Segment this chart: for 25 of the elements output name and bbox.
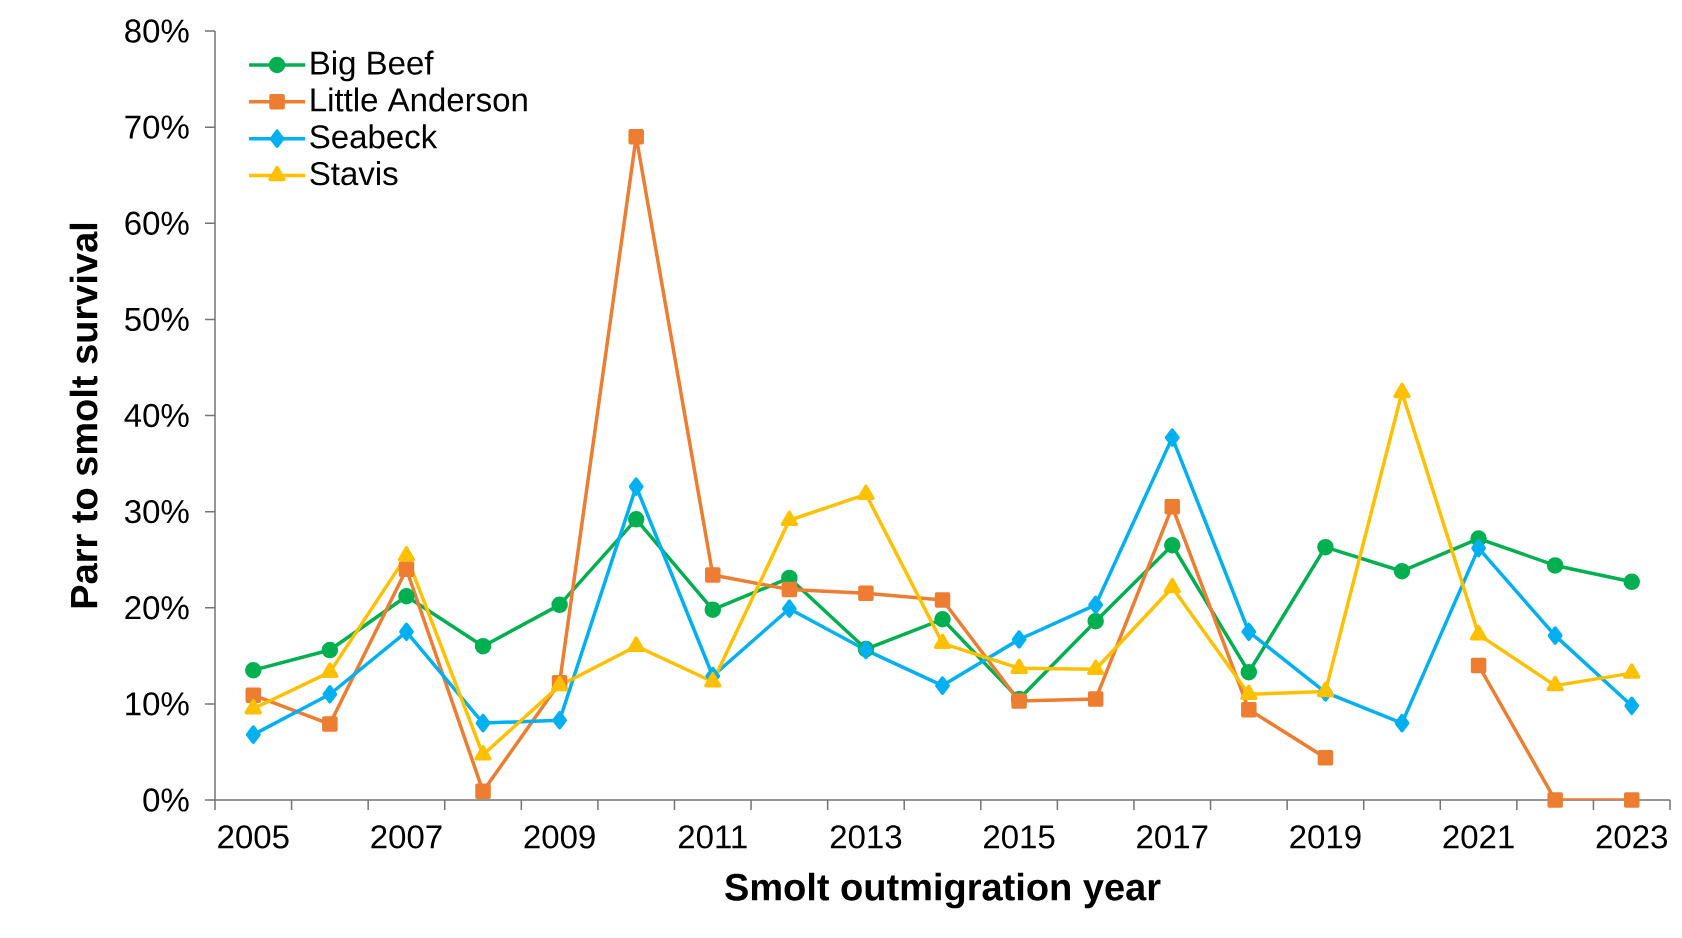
x-tick-label: 2011 [678,825,747,849]
x-tick-label: 2013 [830,825,902,849]
y-axis-title: Parr to smolt survival [69,223,98,608]
x-axis-title: Smolt outmigration year [725,872,1161,909]
y-tick-label: 40% [124,403,189,428]
y-tick-label: 30% [125,499,189,524]
y-tick-label: 70% [125,115,189,139]
x-tick-label: 2009 [524,825,595,849]
y-tick-label: 60% [125,211,189,235]
x-tick-label: 2019 [1290,825,1361,849]
x-tick-label: 2007 [371,825,442,849]
y-tick-label: 20% [125,596,189,620]
x-tick-label: 2017 [1137,825,1208,849]
x-tick-label: 2023 [1596,825,1667,849]
y-tick-label: 10% [126,692,189,716]
x-tick-label: 2005 [218,825,289,849]
x-tick-label: 2015 [984,825,1055,849]
legend-label: Seabeck [310,124,438,149]
y-tick-label: 80% [125,19,189,43]
legend-label: Little Anderson [311,87,527,112]
legend-label: Big Beef [311,50,434,82]
legend-label: Stavis [310,161,398,186]
y-tick-label: 50% [125,307,189,332]
y-tick-label: 0% [143,788,189,812]
x-tick-label: 2021 [1443,825,1514,849]
